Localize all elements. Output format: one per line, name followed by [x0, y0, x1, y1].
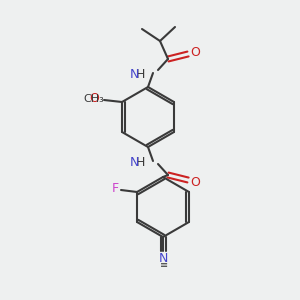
Text: ≡: ≡ [160, 260, 168, 270]
Text: O: O [190, 176, 200, 188]
Text: H: H [135, 155, 145, 169]
Text: CH₃: CH₃ [83, 94, 104, 104]
Text: N: N [129, 68, 139, 80]
Text: F: F [112, 182, 118, 196]
Text: N: N [129, 155, 139, 169]
Text: O: O [89, 92, 99, 106]
Text: H: H [135, 68, 145, 80]
Text: N: N [158, 253, 168, 266]
Text: O: O [190, 46, 200, 59]
